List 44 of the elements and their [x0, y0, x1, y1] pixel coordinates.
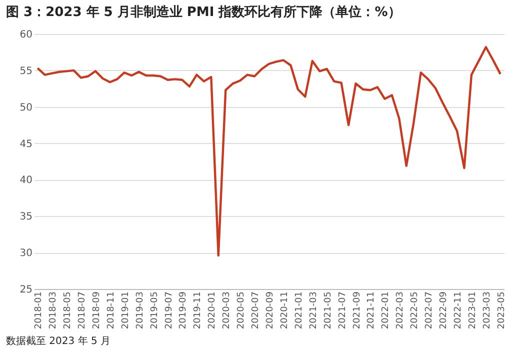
x-tick-label: 2019-05	[150, 292, 160, 330]
chart-title: 图 3：2023 年 5 月非制造业 PMI 指数环比有所下降（单位：%）	[6, 4, 401, 20]
x-tick-label: 2020-05	[236, 292, 247, 330]
x-tick-label: 2020-03	[222, 292, 232, 330]
x-tick-label: 2018-11	[106, 292, 116, 330]
x-tick-label: 2022-09	[439, 291, 450, 330]
x-tick-label: 2022-01	[381, 292, 392, 330]
x-tick-label: 2018-05	[63, 292, 74, 330]
x-tick-label: 2021-03	[308, 292, 319, 330]
y-tick-label: 30	[20, 248, 32, 260]
x-tick-label: 2019-11	[193, 292, 204, 330]
x-tick-label: 2022-05	[410, 292, 420, 330]
x-tick-label: 2021-11	[366, 292, 377, 330]
y-tick-label: 60	[20, 30, 32, 40]
x-tick-label: 2023-01	[468, 292, 478, 330]
x-tick-label: 2020-11	[280, 292, 290, 330]
x-tick-label: 2020-01	[208, 292, 218, 330]
y-tick-label: 35	[20, 212, 32, 223]
x-tick-label: 2022-03	[396, 292, 406, 330]
x-tick-label: 2018-03	[48, 292, 59, 330]
y-tick-label: 55	[20, 66, 32, 77]
x-tick-label: 2022-07	[424, 292, 435, 330]
x-tick-label: 2019-03	[135, 292, 146, 330]
y-tick-label: 40	[20, 175, 32, 186]
x-tick-label: 2021-05	[323, 292, 334, 330]
text: 数据截至 2023 年 5 月	[6, 335, 111, 347]
x-tick-label: 2018-01	[34, 292, 44, 330]
y-tick-label: 25	[20, 284, 32, 296]
x-tick-label: 2019-09	[178, 291, 189, 330]
x-tick-label: 2021-09	[352, 291, 362, 330]
x-tick-label: 2019-01	[120, 292, 131, 330]
x-tick-label: 2023-05	[496, 292, 507, 330]
x-tick-label: 2019-07	[164, 292, 174, 330]
x-tick-label: 2020-07	[251, 292, 262, 330]
x-tick-label: 2020-09	[266, 291, 276, 330]
x-tick-label: 2018-09	[92, 291, 102, 330]
x-tick-label: 2018-07	[78, 292, 88, 330]
y-tick-label: 45	[20, 138, 32, 150]
line-series	[36, 46, 502, 257]
x-tick-label: 2021-01	[294, 292, 304, 330]
y-tick-label: 50	[20, 102, 32, 114]
x-tick-label: 2021-07	[338, 292, 348, 330]
x-tick-label: 2022-11	[454, 292, 464, 330]
x-tick-label: 2023-03	[482, 292, 492, 330]
